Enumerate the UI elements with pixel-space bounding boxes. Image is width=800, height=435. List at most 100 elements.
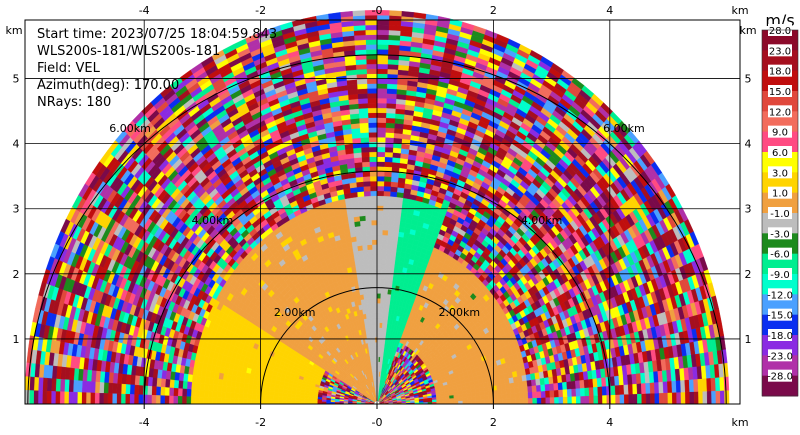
radar-gate xyxy=(458,397,464,402)
radar-gate xyxy=(526,379,533,387)
radar-gate xyxy=(369,175,378,182)
radar-gate xyxy=(371,244,378,250)
radar-gate xyxy=(527,397,533,405)
radar-gate xyxy=(449,397,455,402)
radar-gate xyxy=(688,379,695,393)
radar-gate xyxy=(376,293,381,299)
radar-gate xyxy=(667,392,673,405)
radar-gate xyxy=(376,39,389,45)
radar-gate xyxy=(527,385,533,393)
radar-gate xyxy=(663,392,669,405)
radar-gate xyxy=(505,388,511,395)
radar-gate xyxy=(364,210,372,216)
radar-gate xyxy=(545,390,551,398)
radar-gate xyxy=(366,83,378,89)
radar-gate xyxy=(376,215,384,221)
radar-gate xyxy=(614,384,621,395)
radar-gate xyxy=(368,127,378,133)
radar-gate xyxy=(510,392,516,400)
radar-gate xyxy=(370,200,378,206)
radar-gate xyxy=(354,39,367,46)
radar-gate xyxy=(376,88,388,94)
radar-gate xyxy=(388,19,402,27)
radar-gate xyxy=(388,215,395,222)
radar-gate xyxy=(371,239,378,245)
radar-gate xyxy=(363,259,369,266)
radar-gate xyxy=(370,195,378,201)
radar-gate xyxy=(368,141,378,148)
radar-gate xyxy=(366,68,378,75)
radar-gate xyxy=(388,10,402,17)
radar-gate xyxy=(380,278,386,285)
radar-gate xyxy=(574,379,581,389)
radar-gate xyxy=(382,200,390,207)
radar-gate xyxy=(383,176,392,182)
radar-gate xyxy=(354,44,367,51)
radar-gate xyxy=(723,376,730,391)
radar-gate xyxy=(385,117,396,124)
radar-gate xyxy=(376,92,387,99)
radar-gate xyxy=(373,302,378,309)
radar-gate xyxy=(383,185,391,192)
radar-gate xyxy=(376,195,384,201)
radar-gate xyxy=(376,268,382,275)
radar-gate xyxy=(381,234,388,241)
radar-gate xyxy=(364,24,378,31)
radar-gate xyxy=(392,230,399,237)
radar-gate xyxy=(610,385,616,396)
radar-gate xyxy=(359,215,366,222)
radar-gate xyxy=(392,270,399,277)
radar-gate xyxy=(462,396,468,401)
radar-gate xyxy=(369,293,374,299)
radar-gate xyxy=(698,391,704,405)
radar-gate xyxy=(380,263,386,270)
radar-gate xyxy=(479,399,485,405)
radar-gate xyxy=(602,394,608,405)
radar-gate xyxy=(376,146,386,153)
radar-gate xyxy=(366,293,371,300)
radar-gate xyxy=(355,176,364,183)
radar-gate xyxy=(390,254,396,261)
radar-gate xyxy=(366,239,373,246)
radar-gate xyxy=(570,380,577,390)
radar-gate xyxy=(359,127,369,134)
radar-gate xyxy=(357,200,365,207)
radar-gate xyxy=(388,279,393,286)
radar-gate xyxy=(540,390,546,398)
radar-gate xyxy=(701,377,708,392)
radar-gate xyxy=(523,397,529,405)
radar-gate xyxy=(523,391,529,399)
radar-gate xyxy=(379,307,384,314)
radar-gate xyxy=(597,386,603,396)
radar-gate xyxy=(376,219,383,226)
radar-gate xyxy=(658,392,664,405)
radar-gate xyxy=(510,398,516,405)
radar-gate xyxy=(366,234,373,241)
radar-gate xyxy=(387,220,395,227)
radar-gate xyxy=(369,288,374,294)
radar-gate xyxy=(389,259,396,266)
radar-gate xyxy=(376,180,385,187)
radar-gate xyxy=(645,393,651,405)
radar-gate xyxy=(484,395,490,401)
radar-gate xyxy=(371,249,378,255)
radar-gate xyxy=(548,383,555,391)
radar-gate xyxy=(383,298,388,304)
radar-gate xyxy=(389,264,395,271)
radar-gate xyxy=(371,224,378,231)
radar-gate xyxy=(386,239,393,246)
radar-gate xyxy=(372,263,378,270)
radar-gate xyxy=(719,376,725,391)
radar-gate xyxy=(360,230,367,236)
radar-gate xyxy=(514,398,520,405)
radar-gate xyxy=(475,391,481,397)
radar-gate xyxy=(381,244,388,251)
radar-gate xyxy=(384,151,393,158)
radar-gate xyxy=(364,19,378,26)
radar-gate xyxy=(619,394,625,405)
radar-gate xyxy=(388,210,396,217)
radar-gate xyxy=(389,191,398,198)
radar-gate xyxy=(379,298,384,304)
radar-gate xyxy=(724,390,730,405)
radar-gate xyxy=(363,185,371,192)
